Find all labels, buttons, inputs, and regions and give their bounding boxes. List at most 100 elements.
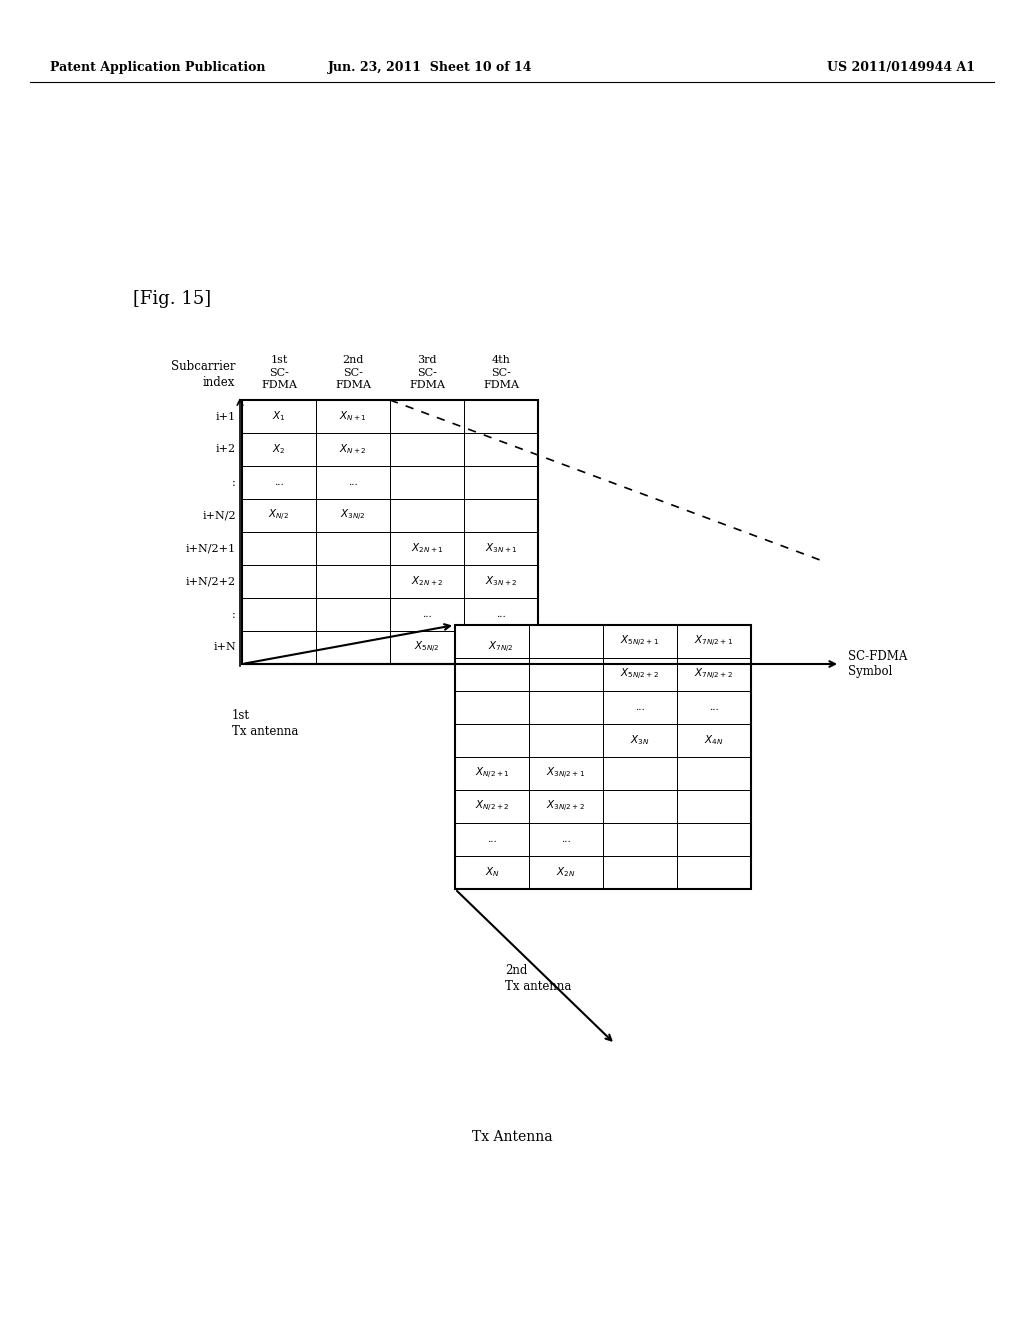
Bar bbox=[603, 822, 677, 855]
Text: $X_{2N+2}$: $X_{2N+2}$ bbox=[411, 574, 443, 589]
Bar bbox=[455, 855, 529, 888]
Bar bbox=[529, 855, 603, 888]
Text: $X_1$: $X_1$ bbox=[272, 409, 286, 424]
Text: 2nd
SC-
FDMA: 2nd SC- FDMA bbox=[335, 355, 371, 389]
Bar bbox=[316, 400, 390, 433]
Bar bbox=[677, 855, 751, 888]
Bar bbox=[603, 855, 677, 888]
Bar bbox=[529, 723, 603, 756]
Bar bbox=[464, 499, 538, 532]
Bar bbox=[390, 466, 464, 499]
Bar bbox=[464, 631, 538, 664]
Bar bbox=[242, 433, 316, 466]
Bar bbox=[390, 400, 464, 433]
Text: i+N/2+1: i+N/2+1 bbox=[186, 544, 236, 553]
Text: 4th
SC-
FDMA: 4th SC- FDMA bbox=[483, 355, 519, 389]
Text: $X_{5N/2}$: $X_{5N/2}$ bbox=[414, 640, 440, 655]
Text: $X_{3N}$: $X_{3N}$ bbox=[631, 734, 649, 747]
Bar bbox=[316, 499, 390, 532]
Bar bbox=[242, 499, 316, 532]
Bar bbox=[242, 400, 316, 433]
Bar bbox=[390, 433, 464, 466]
Text: $X_{2N+1}$: $X_{2N+1}$ bbox=[411, 541, 443, 556]
Text: ...: ... bbox=[422, 610, 432, 619]
Text: Subcarrier
index: Subcarrier index bbox=[171, 360, 234, 389]
Bar bbox=[677, 723, 751, 756]
Bar bbox=[316, 631, 390, 664]
Bar bbox=[529, 789, 603, 822]
Bar bbox=[529, 657, 603, 690]
Bar bbox=[677, 822, 751, 855]
Text: i+N/2+2: i+N/2+2 bbox=[186, 577, 236, 586]
Bar bbox=[677, 789, 751, 822]
Bar bbox=[464, 433, 538, 466]
Bar bbox=[242, 631, 316, 664]
Bar bbox=[464, 598, 538, 631]
Bar bbox=[455, 723, 529, 756]
Bar bbox=[390, 532, 464, 565]
Bar bbox=[529, 756, 603, 789]
Text: $X_{7N/2}$: $X_{7N/2}$ bbox=[488, 640, 514, 655]
Text: $X_{N+1}$: $X_{N+1}$ bbox=[339, 409, 367, 424]
Text: $X_{3N/2+1}$: $X_{3N/2+1}$ bbox=[547, 766, 586, 781]
Text: ...: ... bbox=[710, 704, 719, 711]
Bar bbox=[316, 532, 390, 565]
Bar bbox=[603, 789, 677, 822]
Bar bbox=[603, 756, 677, 789]
Text: $X_{2N}$: $X_{2N}$ bbox=[556, 866, 575, 879]
Bar bbox=[603, 657, 677, 690]
Bar bbox=[242, 466, 316, 499]
Bar bbox=[464, 565, 538, 598]
Bar bbox=[677, 756, 751, 789]
Bar bbox=[603, 690, 677, 723]
Text: $X_{5N/2+1}$: $X_{5N/2+1}$ bbox=[621, 634, 659, 649]
Text: $X_{N/2}$: $X_{N/2}$ bbox=[268, 508, 290, 523]
Bar bbox=[455, 789, 529, 822]
Text: $X_{3N+1}$: $X_{3N+1}$ bbox=[484, 541, 517, 556]
Text: $X_2$: $X_2$ bbox=[272, 442, 286, 457]
Text: :: : bbox=[232, 478, 236, 487]
Text: 2nd
Tx antenna: 2nd Tx antenna bbox=[505, 964, 571, 993]
Text: $X_{3N/2+2}$: $X_{3N/2+2}$ bbox=[547, 799, 586, 814]
Text: $X_N$: $X_N$ bbox=[484, 866, 500, 879]
Bar bbox=[677, 657, 751, 690]
Text: ...: ... bbox=[635, 704, 645, 711]
Text: [Fig. 15]: [Fig. 15] bbox=[133, 290, 211, 308]
Text: ...: ... bbox=[274, 478, 284, 487]
Text: :: : bbox=[232, 610, 236, 619]
Text: $X_{7N/2+2}$: $X_{7N/2+2}$ bbox=[694, 667, 733, 682]
Bar bbox=[390, 565, 464, 598]
Bar bbox=[603, 624, 677, 657]
Text: $X_{3N+2}$: $X_{3N+2}$ bbox=[484, 574, 517, 589]
Bar bbox=[316, 433, 390, 466]
Text: $X_{3N/2}$: $X_{3N/2}$ bbox=[340, 508, 366, 523]
Bar bbox=[390, 499, 464, 532]
Text: i+2: i+2 bbox=[216, 445, 236, 454]
Bar bbox=[242, 532, 316, 565]
Text: i+1: i+1 bbox=[216, 412, 236, 421]
Bar bbox=[242, 565, 316, 598]
Bar bbox=[455, 624, 751, 888]
Bar bbox=[316, 598, 390, 631]
Bar bbox=[677, 690, 751, 723]
Bar bbox=[242, 400, 538, 664]
Text: SC-FDMA
Symbol: SC-FDMA Symbol bbox=[848, 649, 907, 678]
Bar bbox=[242, 598, 316, 631]
Text: US 2011/0149944 A1: US 2011/0149944 A1 bbox=[827, 62, 975, 74]
Bar bbox=[455, 822, 529, 855]
Bar bbox=[455, 657, 529, 690]
Text: Jun. 23, 2011  Sheet 10 of 14: Jun. 23, 2011 Sheet 10 of 14 bbox=[328, 62, 532, 74]
Text: $X_{4N}$: $X_{4N}$ bbox=[705, 734, 724, 747]
Bar bbox=[603, 723, 677, 756]
Text: $X_{5N/2+2}$: $X_{5N/2+2}$ bbox=[621, 667, 659, 682]
Bar bbox=[529, 624, 603, 657]
Text: Patent Application Publication: Patent Application Publication bbox=[50, 62, 265, 74]
Text: ...: ... bbox=[487, 836, 497, 843]
Bar bbox=[390, 598, 464, 631]
Text: $X_{N/2+1}$: $X_{N/2+1}$ bbox=[475, 766, 509, 781]
Bar bbox=[464, 466, 538, 499]
Text: 3rd
SC-
FDMA: 3rd SC- FDMA bbox=[409, 355, 445, 389]
Bar bbox=[529, 690, 603, 723]
Bar bbox=[464, 400, 538, 433]
Text: $X_{7N/2+1}$: $X_{7N/2+1}$ bbox=[694, 634, 733, 649]
